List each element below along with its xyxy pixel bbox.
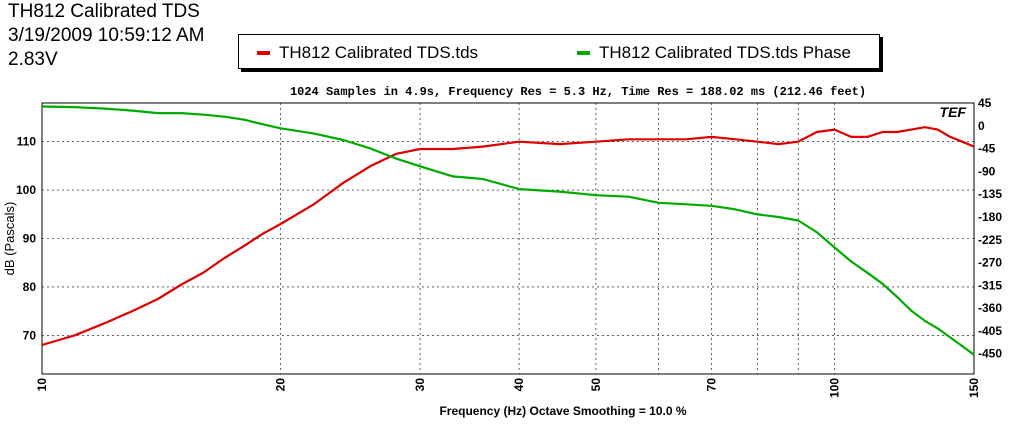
y-tick-label: 80 (23, 280, 37, 294)
phase-series-line (41, 105, 975, 356)
tef-logo: TEF (940, 104, 967, 120)
legend-label-phase: TH812 Calibrated TDS.tds Phase (599, 43, 851, 62)
y2-tick-label: -225 (978, 233, 1002, 247)
voltage-line: 2.83V (8, 49, 58, 70)
y2-tick-label: -360 (978, 301, 1002, 315)
y2-tick-label: -135 (978, 187, 1002, 201)
x-tick-label: 70 (705, 378, 719, 392)
x-tick-label: 40 (512, 378, 526, 392)
y2-tick-label: 45 (978, 96, 992, 110)
y-tick-label: 70 (23, 328, 37, 342)
plot-frame (41, 102, 975, 375)
x-tick-label: 30 (413, 378, 427, 392)
y2-tick-label: -270 (978, 256, 1002, 270)
x-tick-label: 150 (967, 378, 981, 398)
timestamp-line: 3/19/2009 10:59:12 AM (8, 25, 205, 46)
x-tick-label: 20 (274, 378, 288, 392)
legend-label-magnitude: TH812 Calibrated TDS.tds (279, 43, 479, 62)
y-tick-label: 100 (16, 183, 36, 197)
y2-tick-label: -450 (978, 347, 1002, 361)
title-line-1: TH812 Calibrated TDS (8, 1, 200, 22)
y2-tick-label: -315 (978, 278, 1002, 292)
y2-tick-label: -45 (978, 142, 996, 156)
x-tick-label: 100 (827, 378, 841, 398)
x-tick-label: 50 (589, 378, 603, 392)
magnitude-series-line (41, 126, 975, 347)
y-tick-label: 90 (23, 232, 37, 246)
legend-item-phase: TH812 Calibrated TDS.tds Phase (577, 43, 851, 63)
x-tick-label: 10 (35, 378, 49, 392)
y-axis-label: dB (Pascals) (2, 202, 17, 276)
y2-tick-label: -90 (978, 164, 996, 178)
chart-legend: TH812 Calibrated TDS.tds TH812 Calibrate… (238, 34, 880, 69)
measurement-info: 1024 Samples in 4.9s, Frequency Res = 5.… (290, 85, 866, 99)
y2-tick-label: -180 (978, 210, 1002, 224)
legend-item-magnitude: TH812 Calibrated TDS.tds (257, 43, 478, 63)
legend-swatch-magnitude (257, 51, 270, 55)
x-axis-label: Frequency (Hz) Octave Smoothing = 10.0 % (439, 404, 686, 418)
legend-swatch-phase (577, 51, 590, 55)
y2-tick-label: 0 (978, 119, 985, 133)
y-tick-label: 110 (17, 135, 37, 149)
y2-tick-label: -405 (978, 324, 1002, 338)
